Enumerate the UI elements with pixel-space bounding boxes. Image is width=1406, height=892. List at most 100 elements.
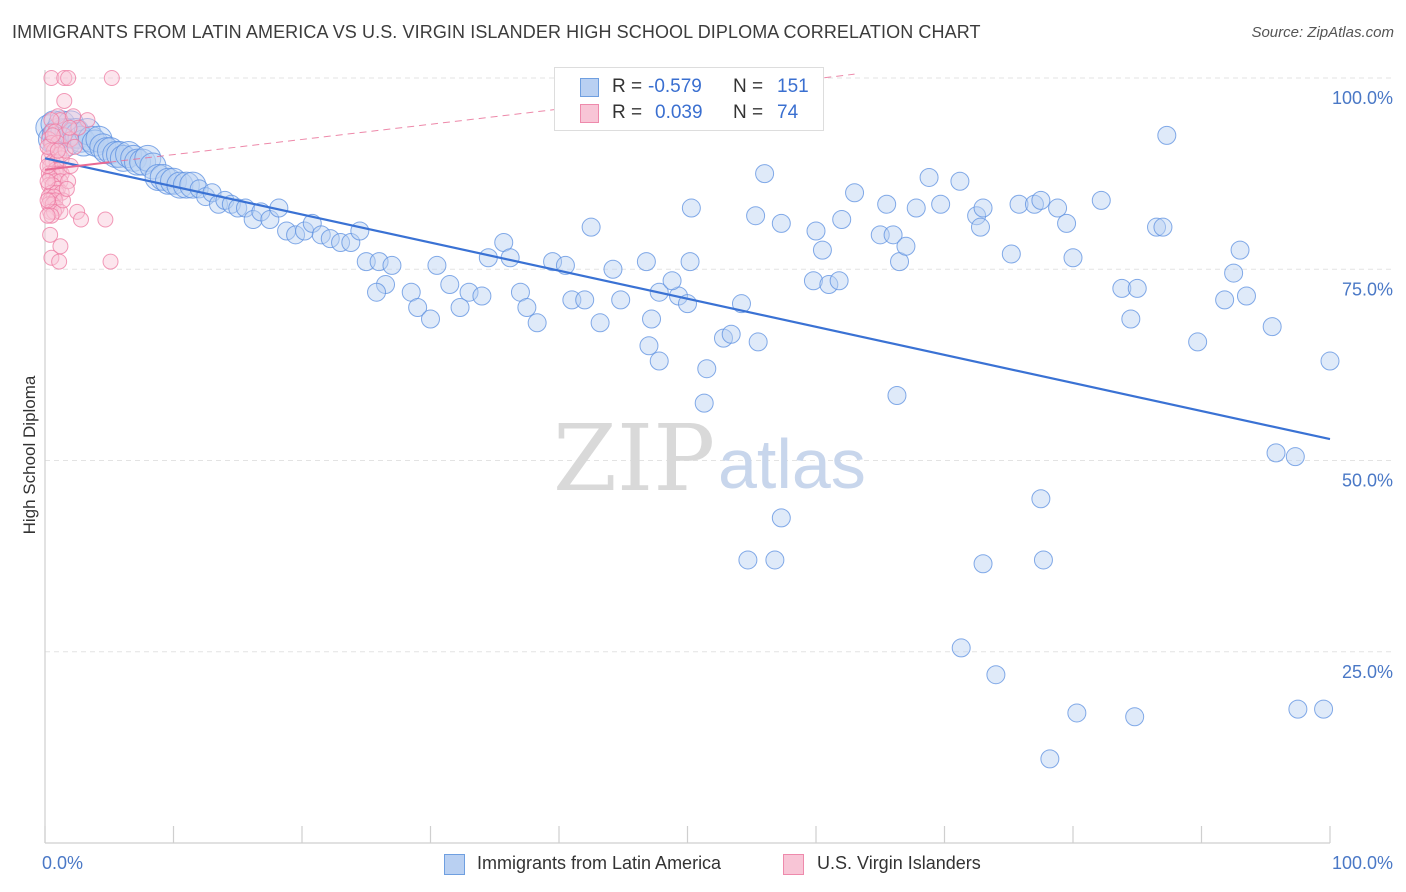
correlation-legend: R = -0.579 N = 151 R = 0.039 N = 74 xyxy=(554,67,824,131)
point-latin-america xyxy=(845,183,865,203)
point-latin-america xyxy=(755,164,775,184)
point-virgin-islanders xyxy=(97,211,114,228)
point-virgin-islanders xyxy=(61,119,78,136)
point-latin-america xyxy=(1063,248,1083,268)
point-latin-america xyxy=(1040,749,1060,769)
point-latin-america xyxy=(951,638,971,658)
point-latin-america xyxy=(906,198,926,218)
point-latin-america xyxy=(1188,332,1208,352)
point-virgin-islanders xyxy=(44,127,61,144)
y-tick-label: 100.0% xyxy=(1332,88,1393,108)
point-virgin-islanders xyxy=(43,70,60,86)
point-latin-america xyxy=(367,282,387,302)
point-latin-america xyxy=(382,255,402,275)
legend-n-value: 74 xyxy=(777,102,799,123)
point-latin-america xyxy=(694,393,714,413)
point-latin-america xyxy=(1033,550,1053,570)
point-latin-america xyxy=(543,252,563,272)
point-latin-america xyxy=(320,229,340,249)
point-latin-america xyxy=(731,294,751,314)
point-latin-america xyxy=(970,217,990,237)
point-latin-america xyxy=(812,240,832,260)
point-latin-america xyxy=(896,236,916,256)
legend-swatch-pink xyxy=(580,104,599,123)
point-latin-america xyxy=(721,324,741,344)
legend-row-latin-america: R = -0.579 N = 151 xyxy=(555,74,823,100)
point-latin-america xyxy=(877,194,897,214)
point-latin-america xyxy=(1147,217,1167,237)
point-latin-america xyxy=(662,271,682,291)
point-latin-america xyxy=(832,210,852,230)
point-latin-america xyxy=(967,206,987,226)
legend-r-label: R = xyxy=(612,102,643,123)
point-virgin-islanders xyxy=(70,119,87,136)
point-virgin-islanders xyxy=(43,249,60,266)
trend-line-virgin-islanders-solid xyxy=(44,161,110,171)
point-latin-america xyxy=(89,133,117,161)
point-latin-america xyxy=(1091,190,1111,210)
watermark-zip: ZIP xyxy=(553,405,715,512)
axes xyxy=(44,70,1331,844)
point-latin-america xyxy=(803,271,823,291)
point-latin-america xyxy=(973,198,993,218)
point-virgin-islanders xyxy=(42,226,59,243)
point-latin-america xyxy=(738,550,758,570)
data-points xyxy=(35,70,1340,769)
point-latin-america xyxy=(243,210,263,230)
point-latin-america xyxy=(369,252,389,272)
legend-swatch-blue xyxy=(444,854,465,875)
point-virgin-islanders xyxy=(58,180,75,197)
point-latin-america xyxy=(331,232,351,252)
point-latin-america xyxy=(440,275,460,295)
legend-row-virgin-islanders: R = 0.039 N = 74 xyxy=(555,100,823,126)
point-latin-america xyxy=(931,194,951,214)
point-virgin-islanders xyxy=(39,192,56,209)
point-latin-america xyxy=(1266,443,1286,463)
point-latin-america xyxy=(765,550,785,570)
point-latin-america xyxy=(883,225,903,245)
point-latin-america xyxy=(1236,286,1256,306)
point-latin-america xyxy=(1031,489,1051,509)
point-latin-america xyxy=(829,271,849,291)
point-latin-america xyxy=(472,286,492,306)
point-latin-america xyxy=(639,336,659,356)
point-virgin-islanders xyxy=(39,173,56,190)
point-latin-america xyxy=(581,217,601,237)
point-latin-america xyxy=(1153,217,1173,237)
point-latin-america xyxy=(748,332,768,352)
point-latin-america xyxy=(697,359,717,379)
point-latin-america xyxy=(450,298,470,317)
point-latin-america xyxy=(408,298,428,317)
trend-line-latin-america xyxy=(44,157,1331,441)
point-latin-america xyxy=(1215,290,1235,310)
tick-labels: 25.0% 50.0% 75.0% 100.0% 0.0% 100.0% xyxy=(42,88,1393,873)
point-latin-america xyxy=(478,248,498,268)
chart-title: IMMIGRANTS FROM LATIN AMERICA VS U.S. VI… xyxy=(12,22,981,42)
point-latin-america xyxy=(1067,703,1087,723)
point-latin-america xyxy=(590,313,610,333)
point-latin-america xyxy=(1157,125,1177,145)
point-latin-america xyxy=(1048,198,1068,218)
watermark-atlas: atlas xyxy=(718,425,866,503)
point-latin-america xyxy=(642,309,662,329)
point-latin-america xyxy=(1262,317,1282,337)
point-virgin-islanders xyxy=(103,70,120,86)
point-latin-america xyxy=(680,252,700,272)
series-legend: Immigrants from Latin America U.S. Virgi… xyxy=(0,852,1406,878)
point-latin-america xyxy=(517,298,537,317)
point-latin-america xyxy=(746,206,766,226)
point-virgin-islanders xyxy=(102,253,119,270)
point-latin-america xyxy=(1285,447,1305,467)
point-latin-america xyxy=(575,290,595,310)
point-virgin-islanders xyxy=(56,92,73,109)
point-latin-america xyxy=(1001,244,1021,264)
point-virgin-islanders xyxy=(49,142,66,159)
point-latin-america xyxy=(1288,699,1308,719)
point-latin-america xyxy=(887,385,907,405)
point-latin-america xyxy=(1224,263,1244,283)
legend-n-label: N = xyxy=(733,102,764,123)
point-latin-america xyxy=(603,259,623,279)
y-tick-label: 50.0% xyxy=(1342,471,1393,491)
point-latin-america xyxy=(1121,309,1141,329)
